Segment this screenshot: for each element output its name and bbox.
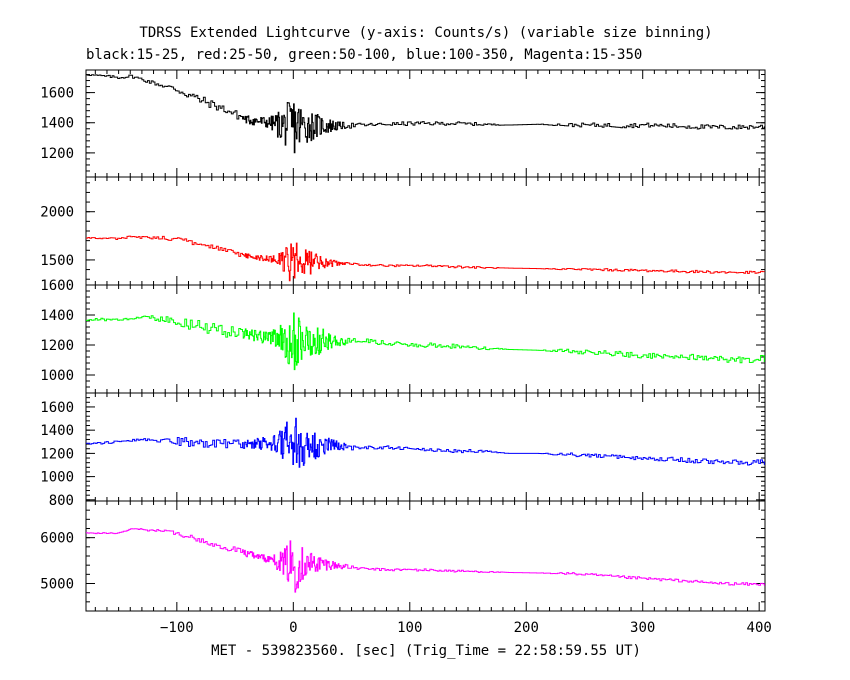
y-tick-label: 800 xyxy=(49,493,74,509)
y-tick-label: 1600 xyxy=(40,400,74,416)
series-blue xyxy=(86,417,765,468)
x-tick-label: 100 xyxy=(397,620,422,636)
y-tick-label: 1600 xyxy=(40,86,74,102)
x-tick-label: 400 xyxy=(747,620,772,636)
y-tick-label: 2000 xyxy=(40,205,74,221)
y-tick-label: 1200 xyxy=(40,446,74,462)
series-green xyxy=(86,312,765,371)
panel-magenta: 5000 6000 xyxy=(40,500,766,612)
chart-subtitle: black:15-25, red:25-50, green:50-100, bl… xyxy=(86,47,642,63)
x-tick-label: 300 xyxy=(630,620,655,636)
y-tick-label: 6000 xyxy=(40,531,74,547)
y-tick-label: 1000 xyxy=(40,368,74,384)
y-tick-label: 1400 xyxy=(40,116,74,132)
y-tick-label: 1500 xyxy=(40,253,74,269)
x-axis-label: MET - 539823560. [sec] (Trig_Time = 22:5… xyxy=(211,643,641,659)
x-tick-label: −100 xyxy=(160,620,194,636)
y-tick-label: 5000 xyxy=(40,577,74,593)
panel-green: 1000 1200 1400 1600 xyxy=(40,278,766,394)
panel-frame xyxy=(85,392,766,502)
panels: 1200140016001500200010001200140016008001… xyxy=(40,69,772,636)
y-tick-label: 1400 xyxy=(40,423,74,439)
panel-red: 1500 2000 xyxy=(40,176,766,286)
series-black xyxy=(86,74,765,154)
panel-frame xyxy=(85,176,766,286)
x-tick-label: 200 xyxy=(514,620,539,636)
series-magenta xyxy=(86,528,765,593)
x-tick-label: 0 xyxy=(289,620,297,636)
series-red xyxy=(86,235,765,282)
panel-black: 1200 1400 1600 xyxy=(40,69,766,178)
panel-blue: 800 1000 1200 1400 1600 xyxy=(40,392,766,509)
y-tick-label: 1000 xyxy=(40,470,74,486)
panel-frame xyxy=(85,500,766,612)
y-tick-label: 1400 xyxy=(40,308,74,324)
chart-title: TDRSS Extended Lightcurve (y-axis: Count… xyxy=(139,25,712,41)
y-tick-label: 1600 xyxy=(40,278,74,294)
panel-frame xyxy=(85,284,766,394)
y-tick-label: 1200 xyxy=(40,338,74,354)
y-tick-label: 1200 xyxy=(40,146,74,162)
